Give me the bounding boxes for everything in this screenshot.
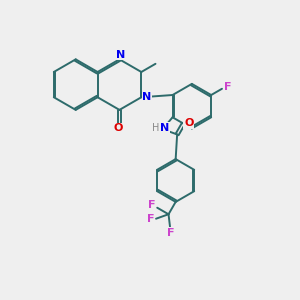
Text: N: N [116,50,126,60]
Text: H: H [152,123,160,133]
Text: F: F [224,82,231,92]
Text: N: N [142,92,151,102]
Text: O: O [184,118,194,128]
Text: F: F [167,228,174,238]
Text: N: N [160,123,169,133]
Text: F: F [147,214,154,224]
Text: O: O [113,123,123,133]
Text: F: F [148,200,156,210]
